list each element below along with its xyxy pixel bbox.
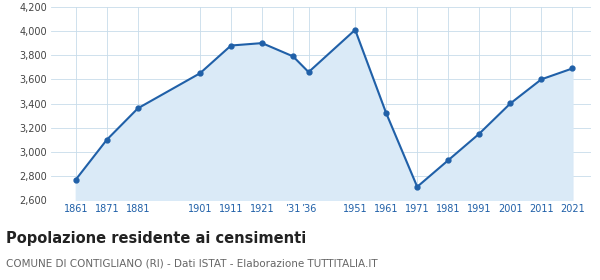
Text: Popolazione residente ai censimenti: Popolazione residente ai censimenti xyxy=(6,231,306,246)
Text: COMUNE DI CONTIGLIANO (RI) - Dati ISTAT - Elaborazione TUTTITALIA.IT: COMUNE DI CONTIGLIANO (RI) - Dati ISTAT … xyxy=(6,259,377,269)
